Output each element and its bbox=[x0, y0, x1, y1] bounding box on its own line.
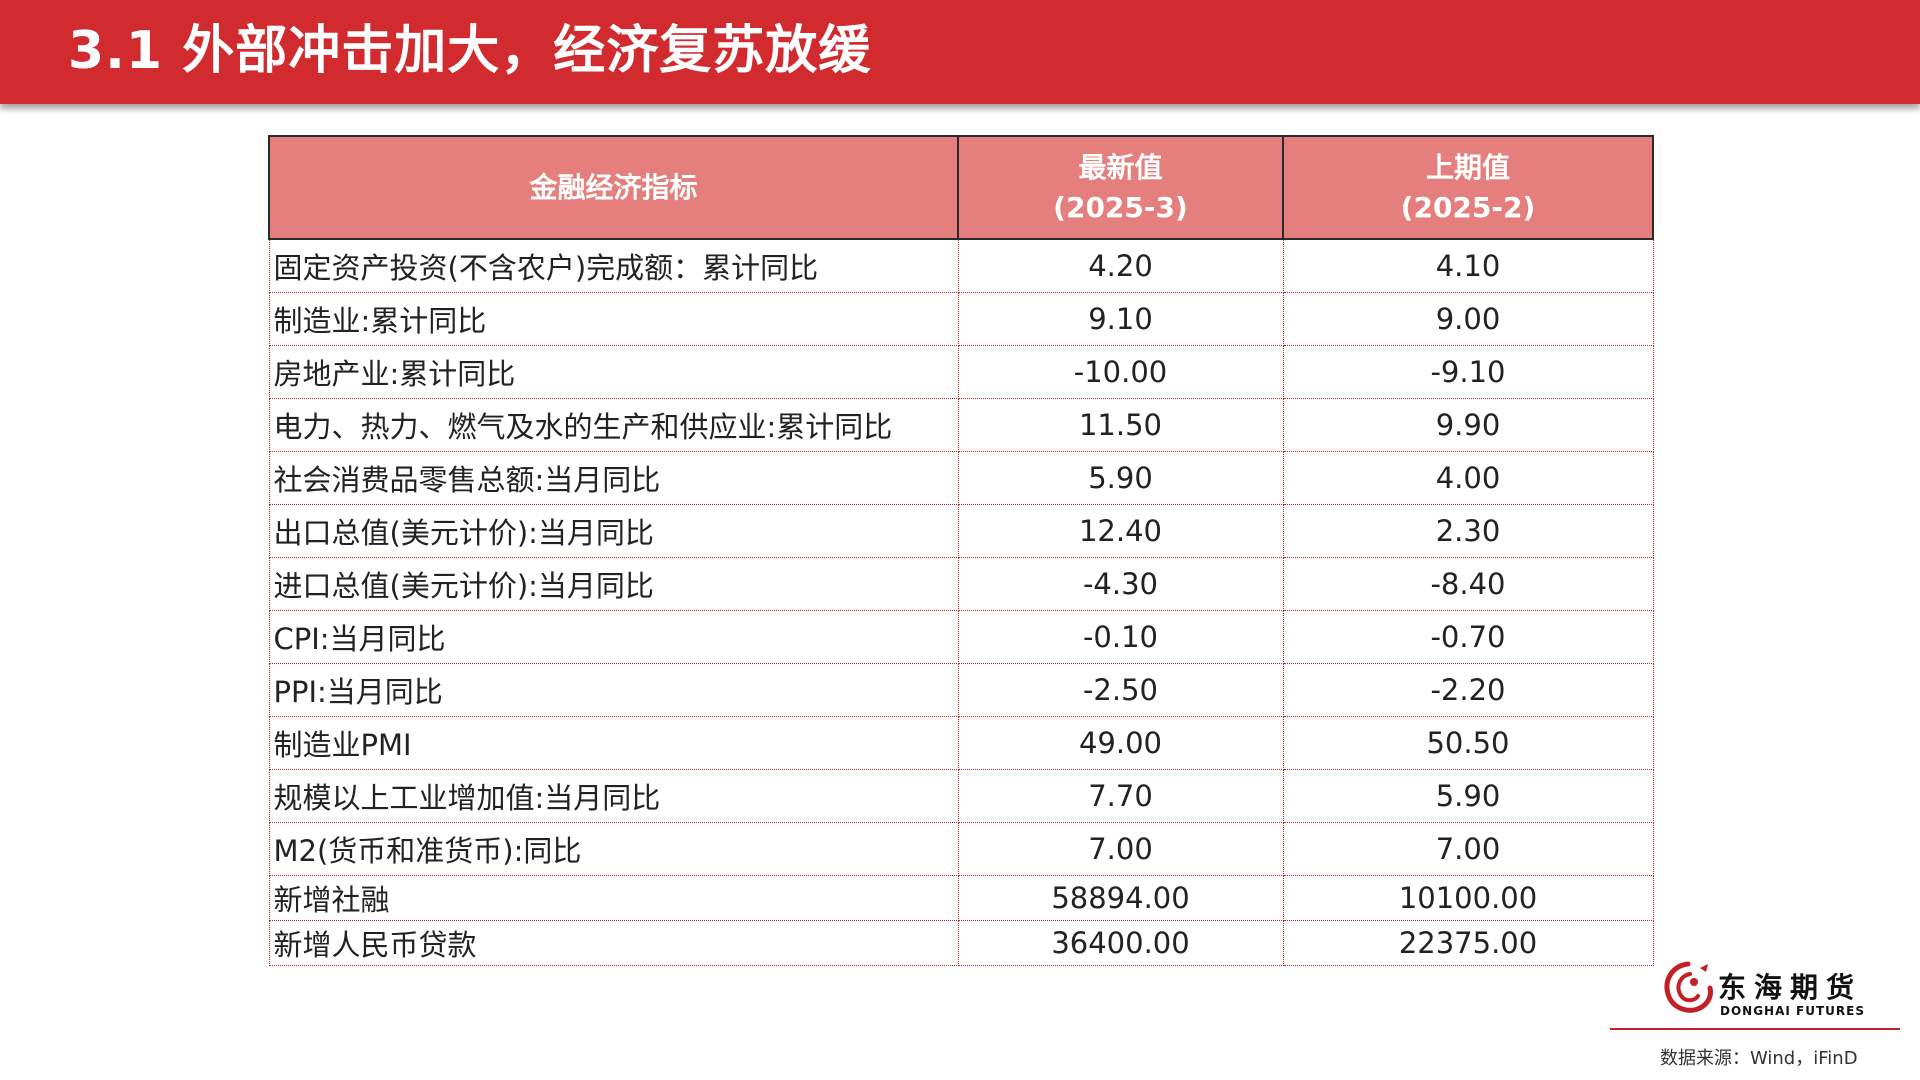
table-row: M2(货币和准货币):同比 7.00 7.00 bbox=[268, 822, 1654, 876]
row-label: 新增社融 bbox=[268, 875, 959, 921]
row-label: 房地产业:累计同比 bbox=[268, 345, 959, 399]
row-previous-value: 50.50 bbox=[1282, 716, 1654, 770]
row-label: PPI:当月同比 bbox=[268, 663, 959, 717]
header-latest-period: (2025-3) bbox=[1053, 190, 1188, 224]
row-previous-value: 4.10 bbox=[1282, 238, 1654, 293]
header-indicator: 金融经济指标 bbox=[268, 135, 959, 240]
row-label: 电力、热力、燃气及水的生产和供应业:累计同比 bbox=[268, 398, 959, 452]
row-previous-value: -8.40 bbox=[1282, 557, 1654, 611]
row-latest-value: -10.00 bbox=[957, 345, 1284, 399]
header-previous-period: (2025-2) bbox=[1400, 190, 1536, 224]
row-label: 出口总值(美元计价):当月同比 bbox=[268, 504, 959, 558]
table-row: 固定资产投资(不含农户)完成额：累计同比 4.20 4.10 bbox=[268, 238, 1654, 293]
row-previous-value: 5.90 bbox=[1282, 769, 1654, 823]
table-row: 规模以上工业增加值:当月同比 7.70 5.90 bbox=[268, 769, 1654, 823]
table-row: 电力、热力、燃气及水的生产和供应业:累计同比 11.50 9.90 bbox=[268, 398, 1654, 452]
logo-chinese-name: 东海期货 bbox=[1718, 971, 1863, 1004]
table-row: 进口总值(美元计价):当月同比 -4.30 -8.40 bbox=[268, 557, 1654, 611]
table-row: 出口总值(美元计价):当月同比 12.40 2.30 bbox=[268, 504, 1654, 558]
row-latest-value: -2.50 bbox=[957, 663, 1284, 717]
row-latest-value: 11.50 bbox=[957, 398, 1284, 452]
table-row: 新增人民币贷款 36400.00 22375.00 bbox=[268, 920, 1654, 966]
row-latest-value: 7.70 bbox=[957, 769, 1284, 823]
indicator-table: 金融经济指标 最新值 (2025-3) 上期值 (2025-2) 固定资产投资(… bbox=[268, 135, 1654, 966]
row-latest-value: 12.40 bbox=[957, 504, 1284, 558]
row-latest-value: 58894.00 bbox=[957, 875, 1284, 921]
row-latest-value: 36400.00 bbox=[957, 920, 1284, 966]
row-label: 规模以上工业增加值:当月同比 bbox=[268, 769, 959, 823]
header-previous: 上期值 (2025-2) bbox=[1282, 135, 1654, 240]
row-latest-value: 5.90 bbox=[957, 451, 1284, 505]
table-row: 制造业PMI 49.00 50.50 bbox=[268, 716, 1654, 770]
data-source-note: 数据来源：Wind，iFinD bbox=[1660, 1048, 1858, 1069]
title-bar: 3.1 外部冲击加大，经济复苏放缓 bbox=[0, 0, 1920, 104]
table-row: 制造业:累计同比 9.10 9.00 bbox=[268, 292, 1654, 346]
header-latest-title: 最新值 bbox=[1078, 150, 1163, 184]
page-title: 3.1 外部冲击加大，经济复苏放缓 bbox=[68, 21, 872, 81]
row-previous-value: 4.00 bbox=[1282, 451, 1654, 505]
dragon-logo-icon bbox=[1664, 961, 1713, 1013]
row-previous-value: -9.10 bbox=[1282, 345, 1654, 399]
table-row: 房地产业:累计同比 -10.00 -9.10 bbox=[268, 345, 1654, 399]
row-label: 固定资产投资(不含农户)完成额：累计同比 bbox=[268, 238, 959, 293]
indicator-table-container: 金融经济指标 最新值 (2025-3) 上期值 (2025-2) 固定资产投资(… bbox=[268, 135, 1654, 966]
row-latest-value: 4.20 bbox=[957, 238, 1284, 293]
table-row: 社会消费品零售总额:当月同比 5.90 4.00 bbox=[268, 451, 1654, 505]
row-label: 制造业:累计同比 bbox=[268, 292, 959, 346]
header-latest: 最新值 (2025-3) bbox=[957, 135, 1284, 240]
footer-divider bbox=[1610, 1028, 1900, 1030]
row-label: 进口总值(美元计价):当月同比 bbox=[268, 557, 959, 611]
row-label: 新增人民币贷款 bbox=[268, 920, 959, 966]
row-label: M2(货币和准货币):同比 bbox=[268, 822, 959, 876]
row-previous-value: 9.00 bbox=[1282, 292, 1654, 346]
row-label: CPI:当月同比 bbox=[268, 610, 959, 664]
row-previous-value: 22375.00 bbox=[1282, 920, 1654, 966]
table-header-row: 金融经济指标 最新值 (2025-3) 上期值 (2025-2) bbox=[268, 135, 1654, 240]
row-previous-value: -0.70 bbox=[1282, 610, 1654, 664]
row-latest-value: -0.10 bbox=[957, 610, 1284, 664]
row-previous-value: 10100.00 bbox=[1282, 875, 1654, 921]
table-row: CPI:当月同比 -0.10 -0.70 bbox=[268, 610, 1654, 664]
row-label: 制造业PMI bbox=[268, 716, 959, 770]
table-row: PPI:当月同比 -2.50 -2.20 bbox=[268, 663, 1654, 717]
company-logo: 东海期货 DONGHAI FUTURES bbox=[1660, 960, 1900, 1030]
row-latest-value: 7.00 bbox=[957, 822, 1284, 876]
row-label: 社会消费品零售总额:当月同比 bbox=[268, 451, 959, 505]
row-latest-value: -4.30 bbox=[957, 557, 1284, 611]
row-latest-value: 9.10 bbox=[957, 292, 1284, 346]
row-previous-value: 7.00 bbox=[1282, 822, 1654, 876]
row-previous-value: 2.30 bbox=[1282, 504, 1654, 558]
header-previous-title: 上期值 bbox=[1425, 150, 1510, 184]
row-previous-value: -2.20 bbox=[1282, 663, 1654, 717]
row-latest-value: 49.00 bbox=[957, 716, 1284, 770]
row-previous-value: 9.90 bbox=[1282, 398, 1654, 452]
logo-english-name: DONGHAI FUTURES bbox=[1720, 1004, 1865, 1018]
table-row: 新增社融 58894.00 10100.00 bbox=[268, 875, 1654, 921]
